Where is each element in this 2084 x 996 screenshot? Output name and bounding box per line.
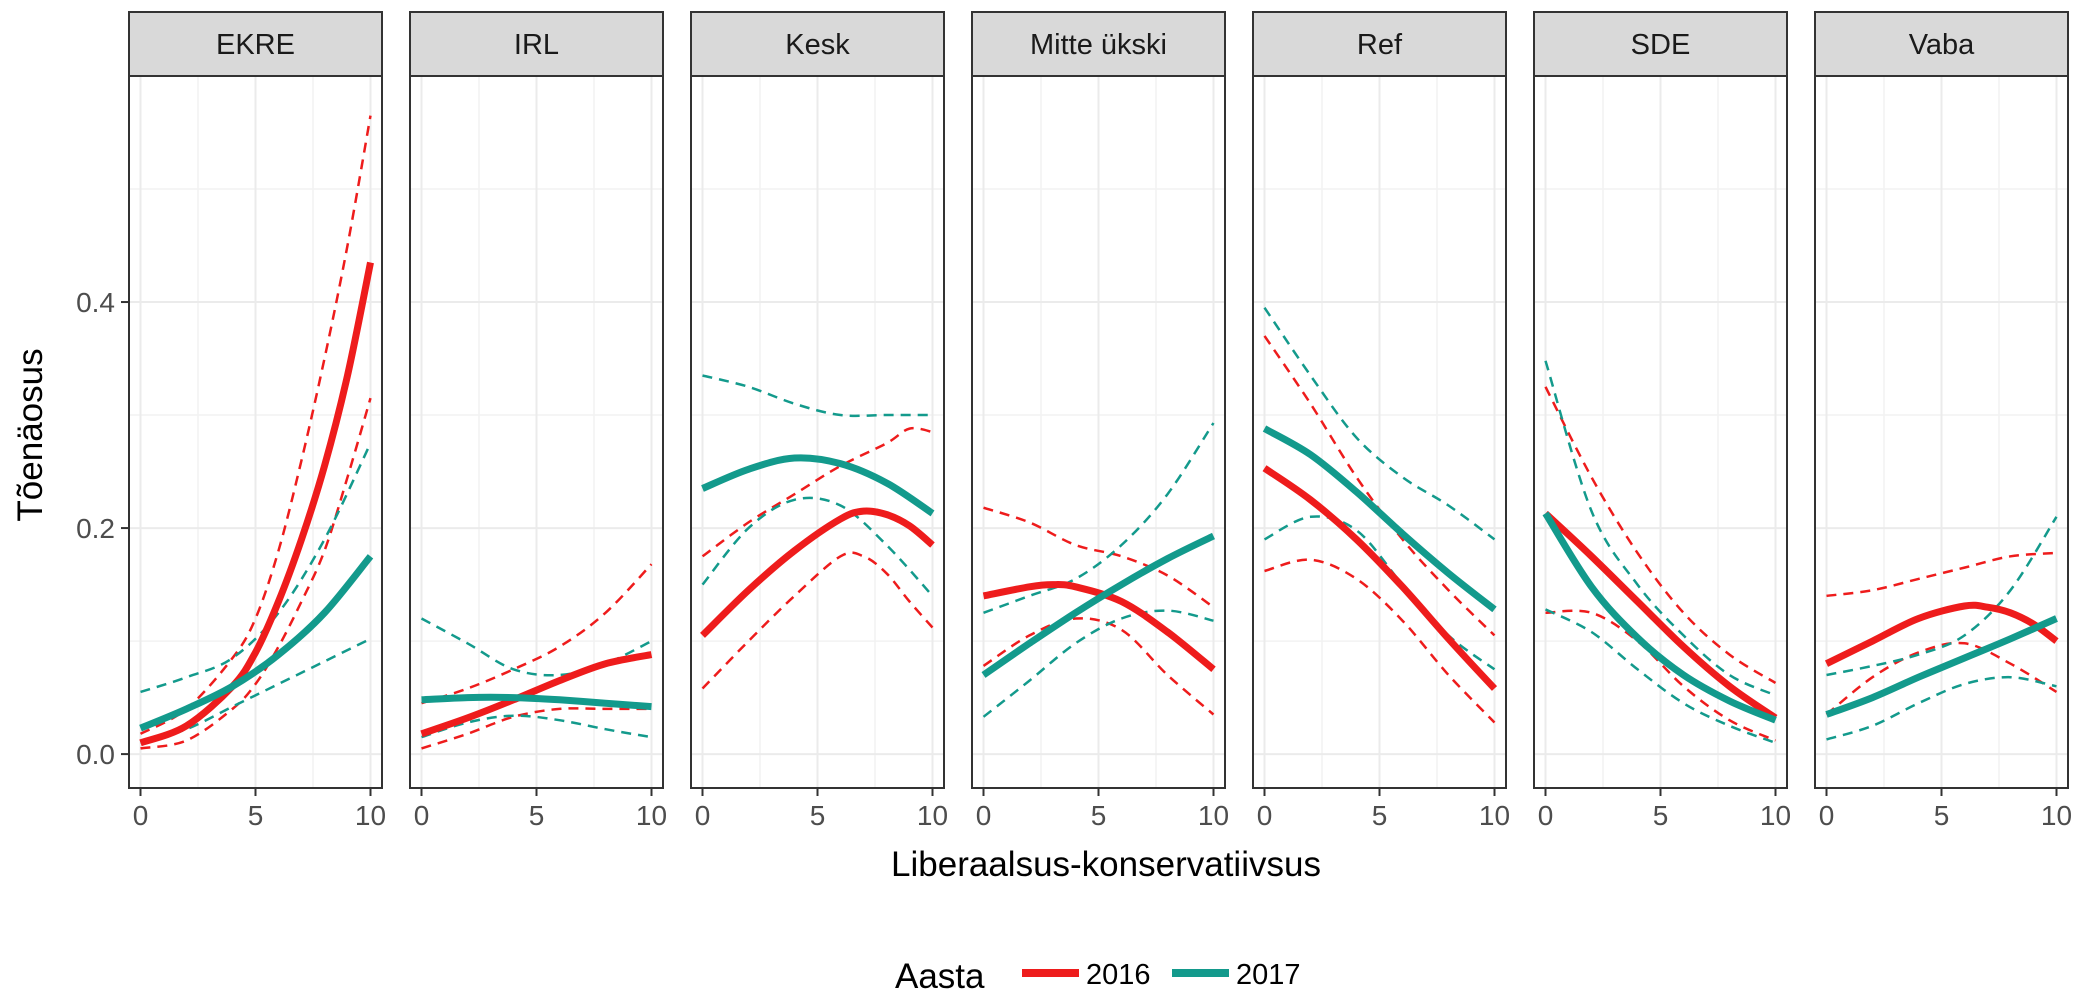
- x-tick-label: 5: [1934, 800, 1950, 831]
- facet-panel-ekre: EKRE 0 5 10: [128, 11, 386, 831]
- x-tick-label: 5: [1091, 800, 1107, 831]
- y-axis: 0.0 0.2 0.4: [76, 287, 129, 770]
- facet-strip: [1533, 11, 1788, 77]
- x-tick-label: 0: [414, 800, 430, 831]
- facet-panel-kesk: Kesk 0 5 10: [690, 11, 948, 831]
- facet-strip: [971, 11, 1226, 77]
- fit-line-2016: [139, 261, 374, 747]
- ci-lower-line-2016: [1264, 558, 1496, 724]
- facet-strip-label: Ref: [1357, 29, 1403, 61]
- legend-label-2016: 2016: [1086, 959, 1151, 991]
- facet-panel-sde: SDE 0 5 10: [1533, 11, 1791, 831]
- fit-line-2017: [981, 532, 1216, 678]
- x-tick-label: 0: [133, 800, 149, 831]
- fit-line-2017: [421, 693, 652, 711]
- x-tick-label: 5: [1372, 800, 1388, 831]
- ci-lower-line-2016: [421, 707, 652, 750]
- x-tick-label: 10: [355, 800, 386, 831]
- x-tick-label: 10: [2041, 800, 2072, 831]
- x-tick-label: 5: [248, 800, 264, 831]
- fit-line-2016: [700, 507, 935, 638]
- ci-upper-line-2017: [140, 442, 372, 694]
- x-tick-label: 5: [810, 800, 826, 831]
- facet-strip-label: SDE: [1631, 29, 1691, 61]
- x-tick-label: 0: [1257, 800, 1273, 831]
- facet-strip: [409, 11, 664, 77]
- ci-upper-line-2017: [1826, 516, 2058, 677]
- y-axis-title: Tõenäosus: [11, 348, 50, 521]
- ci-lower-line-2016: [1545, 609, 1777, 742]
- ci-upper-line-2017: [1544, 360, 1777, 697]
- facet-strip: [1814, 11, 2069, 77]
- ci-lower-line-2017: [1826, 675, 2057, 741]
- fit-line-2016: [420, 651, 653, 738]
- fit-line-2016: [1262, 465, 1498, 691]
- y-tick-label: 0.4: [76, 287, 115, 318]
- fit-line-2017: [1542, 511, 1777, 724]
- facet-strip: [1252, 11, 1507, 77]
- ci-lower-line-2016: [1825, 641, 2058, 716]
- facet-panel-vaba: Vaba 0 5 10: [1814, 11, 2072, 831]
- facet-strip-label: Vaba: [1909, 29, 1975, 61]
- ci-upper-line-2016: [1544, 386, 1777, 684]
- x-tick-label: 10: [1198, 800, 1229, 831]
- facet-panel-irl: IRL 0 5 10: [409, 11, 667, 831]
- facet-strip-label: Kesk: [785, 29, 850, 61]
- facet-panel-ref: Ref 0 5 10: [1252, 11, 1510, 831]
- ci-upper-line-2017: [1263, 306, 1496, 541]
- ci-upper-line-2016: [1826, 551, 2057, 598]
- y-tick-label: 0.0: [76, 739, 115, 770]
- ci-upper-line-2017: [420, 617, 653, 677]
- fit-line-2017: [1262, 425, 1497, 613]
- facet-strip: [690, 11, 945, 77]
- fit-line-2016: [1543, 510, 1778, 721]
- x-tick-label: 10: [917, 800, 948, 831]
- x-tick-label: 0: [695, 800, 711, 831]
- y-tick-label: 0.2: [76, 513, 115, 544]
- ci-lower-line-2016: [701, 551, 934, 690]
- fit-line-2016: [982, 581, 1216, 673]
- ci-lower-line-2017: [421, 714, 652, 739]
- legend-title: Aasta: [895, 957, 985, 991]
- legend-label-2017: 2017: [1236, 959, 1301, 991]
- facet-strip: [128, 11, 383, 77]
- x-tick-label: 0: [976, 800, 992, 831]
- x-tick-label: 0: [1819, 800, 1835, 831]
- ci-upper-line-2016: [983, 506, 1215, 609]
- x-tick-label: 10: [636, 800, 667, 831]
- x-axis-title: Liberaalsus-konservatiivsus: [891, 845, 1321, 884]
- x-tick-label: 10: [1479, 800, 1510, 831]
- ci-upper-line-2017: [983, 422, 1215, 614]
- fit-line-2017: [701, 454, 935, 517]
- x-tick-label: 0: [1538, 800, 1554, 831]
- ci-upper-line-2016: [139, 115, 372, 735]
- facet-panel-mitte-ükski: Mitte ükski 0 5 10: [971, 11, 1229, 831]
- ci-lower-line-2016: [982, 617, 1215, 716]
- legend: Aasta 2016 2017: [895, 957, 1301, 996]
- facet-strip-label: IRL: [514, 29, 559, 61]
- facet-strip-label: EKRE: [216, 29, 295, 61]
- x-tick-label: 5: [529, 800, 545, 831]
- ci-upper-line-2017: [702, 374, 933, 418]
- ci-upper-line-2016: [701, 426, 933, 558]
- fit-line-2017: [1825, 615, 2058, 718]
- ci-lower-line-2017: [1544, 608, 1776, 744]
- facet-strip-label: Mitte ükski: [1030, 29, 1167, 61]
- x-tick-label: 10: [1760, 800, 1791, 831]
- ci-lower-line-2017: [701, 496, 934, 597]
- ci-upper-line-2016: [1263, 335, 1496, 637]
- fit-line-2016: [1824, 601, 2059, 667]
- ci-upper-line-2016: [421, 563, 653, 705]
- ci-lower-line-2017: [982, 609, 1214, 718]
- x-tick-label: 5: [1653, 800, 1669, 831]
- fit-line-2017: [139, 554, 374, 732]
